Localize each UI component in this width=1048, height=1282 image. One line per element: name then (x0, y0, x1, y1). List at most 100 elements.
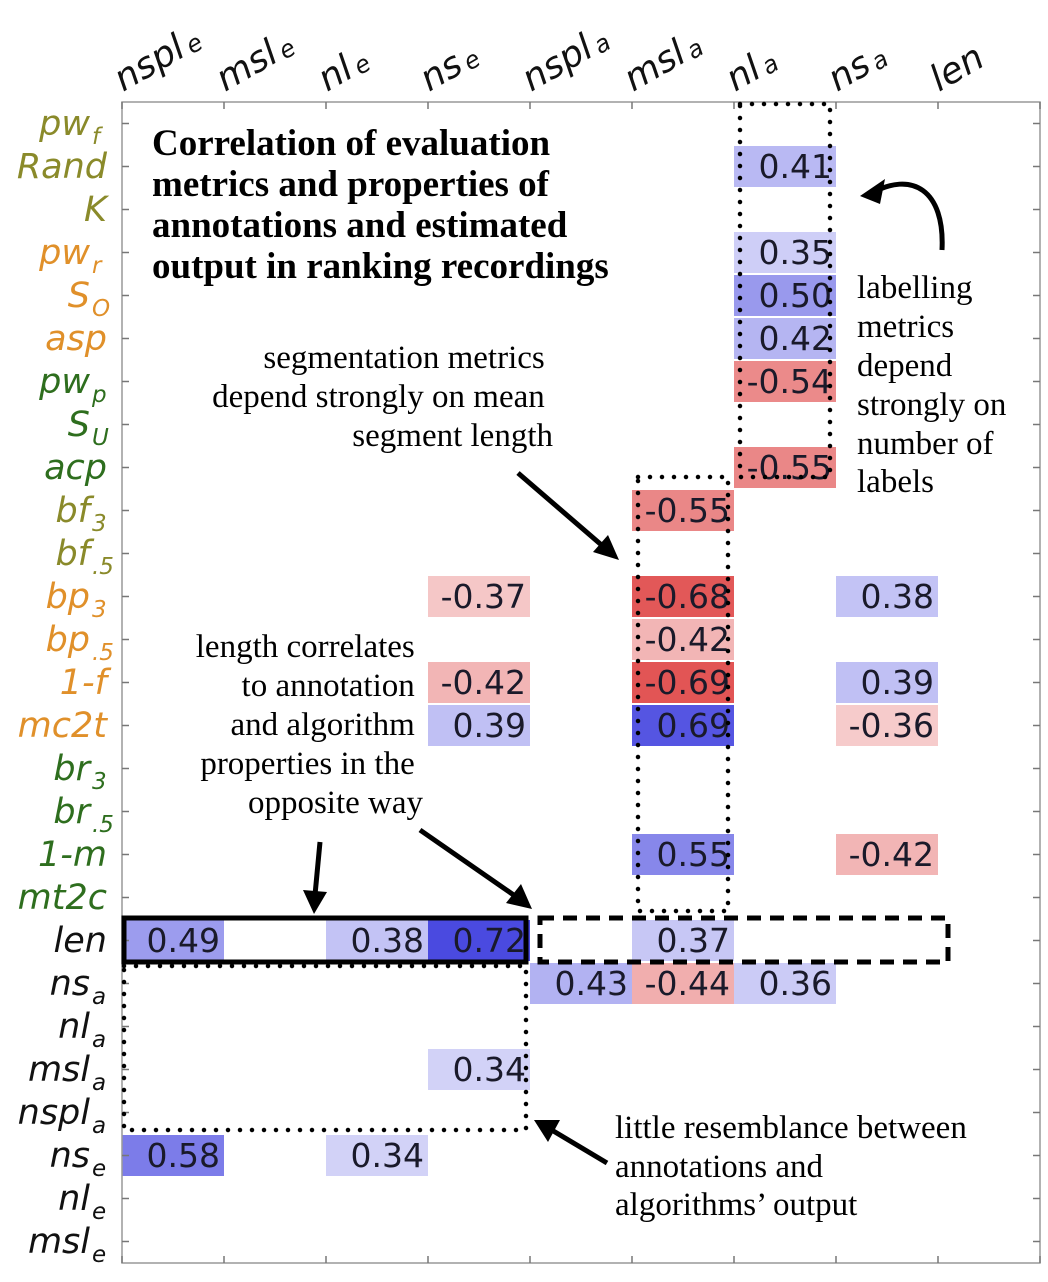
heatmap-cell (734, 361, 836, 402)
row-label-sub: e (92, 1199, 106, 1225)
heatmap-cell (632, 619, 734, 660)
column-label-base: msl (617, 32, 693, 99)
row-label: asp (45, 319, 107, 359)
annotation-line: little resemblance between (615, 1110, 967, 1146)
cell-value-label: -0.37 (441, 577, 526, 616)
cell-value-label: 0.39 (453, 706, 526, 745)
row-label-sub: a (92, 1113, 106, 1139)
row-label: 1-f (60, 663, 112, 703)
annotation-line: and algorithm (231, 707, 416, 743)
title-line: output in ranking recordings (152, 246, 609, 287)
cell-value-label: 0.36 (759, 964, 832, 1003)
heatmap-cell (326, 920, 428, 961)
row-label-sub: 3 (92, 769, 107, 795)
annotation-line: length correlates (196, 629, 415, 665)
cell-value-label: -0.42 (645, 620, 730, 659)
column-labels: nsple msle nle nse nspla msla nla nsa len (107, 18, 991, 100)
column-label: nla (719, 39, 784, 100)
cell-value-label: 0.42 (759, 319, 832, 358)
annotation-arrows (303, 179, 945, 1166)
heatmap-cell (836, 576, 938, 617)
column-label: nsple (107, 18, 208, 100)
cell-value-label: 0.58 (147, 1136, 220, 1175)
cell-value-label: 0.72 (453, 921, 526, 960)
cell-value-label: -0.55 (747, 448, 832, 487)
column-label: nspla (515, 18, 616, 100)
heatmap-cell (326, 1135, 428, 1176)
highlight-nl-a-column (737, 101, 833, 480)
row-label: msl (28, 1050, 90, 1090)
cell-value-label: -0.42 (441, 663, 526, 702)
row-label: ns (50, 964, 90, 1004)
row-label: nl (58, 1007, 90, 1047)
cell-value-label: -0.55 (645, 491, 730, 530)
cell-value-label: 0.49 (147, 921, 220, 960)
row-label: pw (38, 362, 90, 402)
heatmap-cell (734, 275, 836, 316)
annotation-line: number of (857, 426, 994, 462)
annotation-line: annotations and (615, 1149, 824, 1185)
row-label: mt2c (18, 878, 107, 918)
annotation-line: labels (857, 464, 934, 500)
arrow-segmentation (516, 471, 607, 550)
heatmap-cells: 0.41 0.35 0.50 0.42 -0.54 -0.55 -0.55 -0.37 -0.6… (122, 146, 938, 1176)
cell-value-label: -0.44 (645, 964, 730, 1003)
heatmap-cell (632, 576, 734, 617)
row-label-sub: .5 (92, 554, 114, 580)
column-label: nle (311, 38, 376, 99)
annotation-line: metrics (857, 309, 954, 345)
heatmap-cell (734, 146, 836, 187)
row-label-sub: a (92, 1027, 106, 1053)
annotation-line: segmentation metrics (263, 340, 544, 376)
heatmap-cell (632, 705, 734, 746)
column-label-base: len (923, 37, 991, 100)
annotation-labelling: labelling metrics depend strongly on num… (857, 270, 1015, 500)
cell-value-label: 0.50 (759, 276, 832, 315)
heatmap-cell (632, 834, 734, 875)
row-label: acp (44, 448, 107, 488)
row-label: len (54, 921, 107, 961)
annotation-line: labelling (857, 270, 972, 306)
heatmap-cell (734, 447, 836, 488)
column-label-base: nspl (515, 27, 600, 100)
row-label: bf (55, 534, 94, 574)
column-label: len (923, 37, 991, 100)
row-label: bp (46, 577, 90, 617)
annotation-line: algorithms’ output (615, 1187, 857, 1223)
cell-value-label: 0.41 (759, 147, 832, 186)
heatmap-cell (530, 963, 632, 1004)
heatmap-cell (632, 490, 734, 531)
cell-value-label: -0.69 (645, 663, 730, 702)
highlight-boxes (121, 101, 951, 1133)
heatmap-cell (428, 705, 530, 746)
heatmap-cell (122, 920, 224, 961)
row-label-sub: e (92, 1242, 106, 1268)
heatmap-cell (734, 963, 836, 1004)
heatmap-cell (632, 963, 734, 1004)
heatmap-cell (734, 318, 836, 359)
cell-value-label: 0.39 (861, 663, 934, 702)
heatmap-cell (734, 232, 836, 273)
row-label: pw (38, 104, 90, 144)
row-label: bf (55, 491, 94, 531)
column-label: nsa (821, 34, 894, 100)
cell-value-label: 0.34 (351, 1136, 424, 1175)
row-label: pw (38, 233, 90, 273)
title-line: Correlation of evaluation (152, 123, 550, 164)
cell-value-label: 0.69 (657, 706, 730, 745)
row-label: Rand (17, 147, 108, 187)
arrow-length-right-head (506, 884, 532, 909)
row-label-sub: 3 (92, 597, 107, 623)
heatmap-cell (836, 662, 938, 703)
heatmap-cell (428, 662, 530, 703)
row-label-sub: e (92, 1156, 106, 1182)
cell-value-label: 0.37 (657, 921, 730, 960)
row-label-sub: p (91, 382, 107, 408)
heatmap-cell (428, 576, 530, 617)
annotation-line: opposite way (248, 785, 424, 821)
heatmap-cell (428, 920, 530, 961)
row-label-sub: r (92, 253, 103, 279)
annotation-line: to annotation (242, 668, 415, 704)
annotation-line: strongly on (857, 387, 1006, 423)
